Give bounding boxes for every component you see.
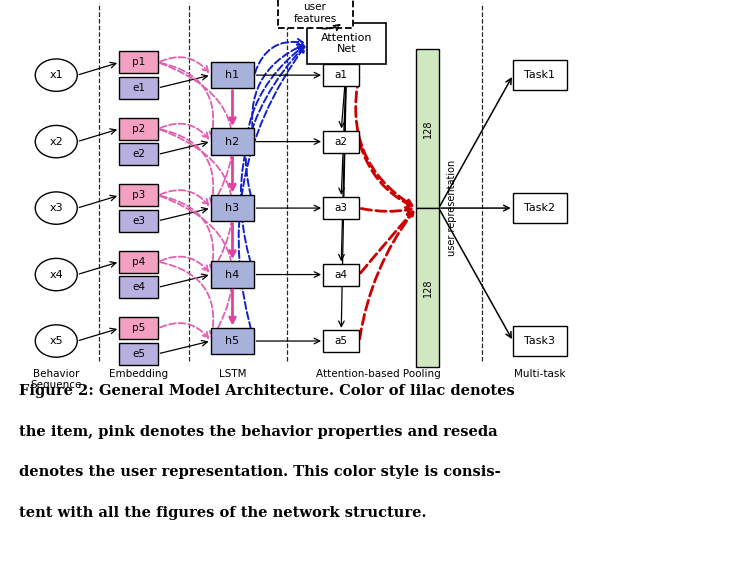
Bar [323,131,359,153]
Text: a2: a2 [334,136,348,147]
Text: e1: e1 [132,83,146,93]
Text: p3: p3 [132,190,146,201]
Bar [119,276,158,298]
Text: p2: p2 [132,124,146,134]
Text: denotes the user representation. This color style is consis-: denotes the user representation. This co… [19,465,500,479]
Text: e4: e4 [132,282,146,292]
Text: h5: h5 [226,336,239,346]
Text: a1: a1 [334,70,348,80]
Text: Behavior
Sequence: Behavior Sequence [31,369,82,390]
Bar [513,60,567,90]
Text: Task1: Task1 [524,70,556,80]
Bar [323,264,359,286]
Text: x2: x2 [50,136,63,147]
Text: a5: a5 [334,336,348,346]
Text: LSTM: LSTM [219,369,246,379]
Text: x1: x1 [50,70,63,80]
Text: x5: x5 [50,336,63,346]
Bar [211,195,254,221]
Bar [308,23,386,64]
Bar [323,197,359,219]
Text: Task2: Task2 [524,203,556,213]
Text: e2: e2 [132,149,146,160]
Text: Embedding: Embedding [110,369,168,379]
Bar [513,326,567,356]
Text: 128: 128 [422,119,433,138]
Bar [513,193,567,223]
Text: Task3: Task3 [524,336,556,346]
Bar [416,208,439,367]
Text: a3: a3 [334,203,348,213]
Text: Attention
Net: Attention Net [321,32,372,54]
Text: Figure 2: General Model Architecture. Color of lilac denotes: Figure 2: General Model Architecture. Co… [19,384,514,398]
Circle shape [35,192,77,224]
Circle shape [35,59,77,91]
Bar [119,51,158,73]
Text: p5: p5 [132,323,146,334]
Text: h3: h3 [226,203,239,213]
Text: 128: 128 [422,278,433,297]
Text: h4: h4 [225,269,240,280]
Text: h1: h1 [226,70,239,80]
Bar [323,330,359,352]
Bar [119,210,158,232]
Circle shape [35,258,77,291]
Text: e5: e5 [132,349,146,359]
Text: tent with all the figures of the network structure.: tent with all the figures of the network… [19,506,426,520]
Bar [211,328,254,354]
Text: user representation: user representation [447,160,458,256]
Bar [119,317,158,339]
Bar [323,64,359,86]
Circle shape [35,125,77,158]
Bar [211,62,254,88]
Text: p4: p4 [132,257,146,267]
Bar [211,261,254,288]
Bar [211,128,254,155]
Text: the item, pink denotes the behavior properties and reseda: the item, pink denotes the behavior prop… [19,425,497,439]
Text: x4: x4 [50,269,63,280]
Text: Multi-task: Multi-task [514,369,566,379]
Bar [416,49,439,208]
Text: h2: h2 [225,136,240,147]
Bar [119,143,158,165]
Text: a4: a4 [334,269,348,280]
Text: x3: x3 [50,203,63,213]
Bar [119,77,158,99]
Bar [119,343,158,365]
Bar [278,0,352,28]
Circle shape [35,325,77,357]
Bar [119,118,158,140]
Text: p1: p1 [132,57,146,68]
Text: Attention-based Pooling: Attention-based Pooling [316,369,441,379]
Text: user
features: user features [293,2,337,24]
Text: e3: e3 [132,216,146,226]
Bar [119,251,158,273]
Bar [119,184,158,206]
